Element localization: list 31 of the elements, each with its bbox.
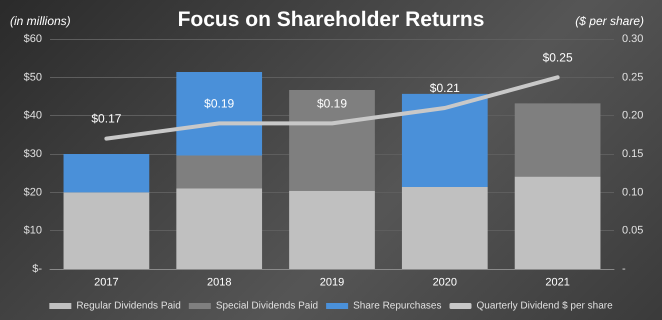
data-label: $0.19 <box>204 96 235 110</box>
y-axis-title: (in millions) <box>10 14 71 28</box>
y-tick-label: $10 <box>24 224 42 237</box>
y2-tick-label: 0.30 <box>622 33 644 45</box>
y2-tick-label: 0.15 <box>622 148 644 160</box>
x-tick-label: 2021 <box>545 276 570 288</box>
y2-axis-title: ($ per share) <box>575 14 644 28</box>
chart-title: Focus on Shareholder Returns <box>178 8 484 31</box>
y-tick-label: $60 <box>24 33 42 45</box>
y2-tick-label: 0.25 <box>622 71 644 84</box>
x-tick-label: 2019 <box>320 276 344 288</box>
y-tick-label: $40 <box>24 110 42 122</box>
data-label: $0.21 <box>430 81 460 95</box>
y-tick-label: $- <box>32 263 42 275</box>
y2-tick-label: - <box>622 263 626 275</box>
y-tick-label: $20 <box>24 186 42 198</box>
x-tick-label: 2020 <box>432 276 458 288</box>
y2-tick-label: 0.20 <box>622 110 644 122</box>
data-label: $0.19 <box>316 96 348 110</box>
legend-label: Quarterly Dividend $ per share <box>476 300 614 312</box>
y2-tick-label: 0.05 <box>622 224 644 237</box>
y2-tick-label: 0.10 <box>622 186 644 198</box>
x-tick-label: 2018 <box>206 276 232 288</box>
y-tick-label: $50 <box>24 71 42 84</box>
data-label: $0.25 <box>542 50 573 64</box>
legend-label: Special Dividends Paid <box>216 300 318 312</box>
data-label: $0.17 <box>91 112 122 126</box>
legend-label: Share Repurchases <box>353 300 442 312</box>
legend-label: Regular Dividends Paid <box>76 300 181 312</box>
x-tick-label: 2017 <box>94 276 119 288</box>
y-tick-label: $30 <box>24 148 42 160</box>
